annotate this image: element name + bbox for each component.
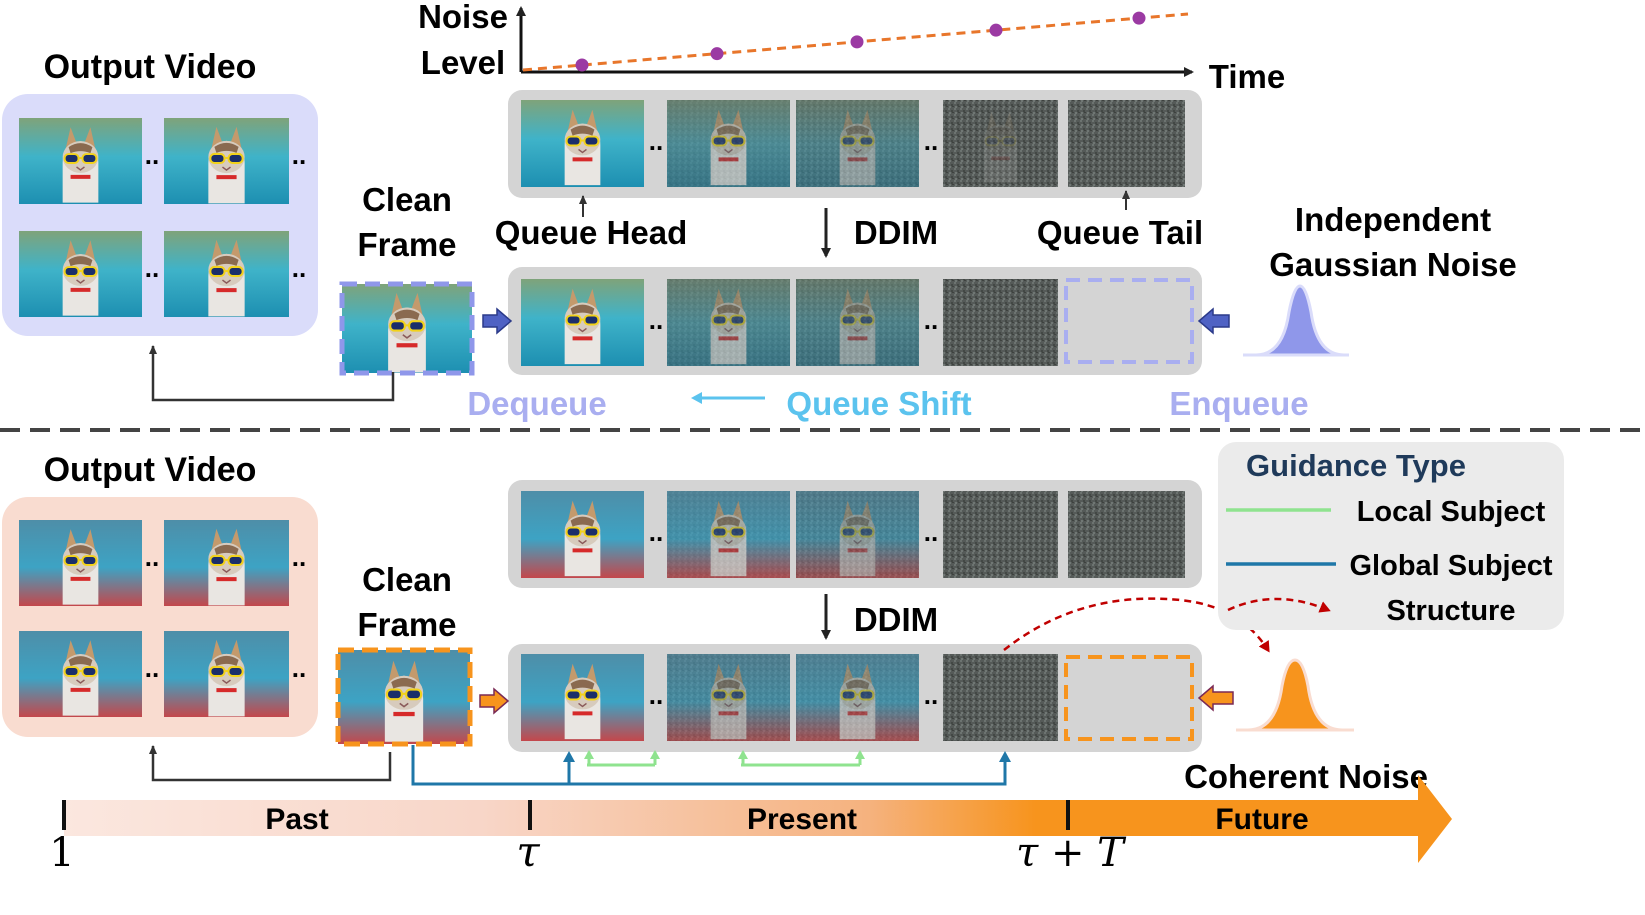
ellipsis: ..	[292, 542, 306, 572]
queue-tail-label: Queue Tail	[1037, 214, 1203, 251]
ellipsis: ..	[292, 140, 306, 170]
queue-frames-top-after	[521, 279, 1058, 366]
clean-frame-label-bottom-1: Clean	[362, 561, 452, 598]
noise-level-point	[1132, 11, 1146, 25]
output-video-title-bottom: Output Video	[44, 451, 257, 489]
global-subject-guidance	[411, 745, 1011, 786]
ellipsis: ..	[649, 305, 663, 335]
output-video-title-top: Output Video	[44, 48, 257, 86]
ellipsis: ..	[145, 653, 159, 683]
indep-noise-label-1: Independent	[1295, 201, 1491, 238]
legend-local-label: Local Subject	[1357, 496, 1546, 528]
ellipsis: ..	[145, 140, 159, 170]
enqueue-arrow-top	[1197, 307, 1230, 335]
ellipsis: ..	[292, 253, 306, 283]
output-loop-arrow-bottom	[149, 745, 392, 782]
timeline-future-label: Future	[1215, 803, 1308, 836]
enqueue-arrow-bottom	[1197, 684, 1234, 712]
empty-slot-top	[1064, 278, 1194, 364]
noise-level-point	[710, 47, 724, 61]
noise-level-point	[989, 23, 1003, 37]
queue-frames-bottom-after	[521, 654, 1058, 741]
clean-frame-label-top-2: Frame	[357, 226, 456, 263]
ddim-label-top: DDIM	[854, 214, 938, 251]
coherent-noise-curve-icon	[1247, 658, 1343, 732]
ellipsis: ..	[924, 517, 938, 547]
ellipsis: ..	[924, 680, 938, 710]
legend-structure-swatch	[1227, 597, 1331, 613]
output-video-frames-top	[19, 118, 289, 317]
legend-structure-label: Structure	[1387, 595, 1516, 627]
local-subject-guidance	[584, 750, 865, 767]
legend-global-label: Global Subject	[1349, 550, 1552, 582]
ellipsis: ..	[649, 680, 663, 710]
tick-label-tau: τ	[516, 827, 540, 876]
queue-frames-top-before	[521, 100, 1185, 187]
timeline-arrow	[64, 775, 1452, 863]
noise-level-plot	[516, 6, 1194, 77]
clean-frame-label-bottom-2: Frame	[357, 606, 456, 643]
tick-label-1: 1	[49, 830, 74, 876]
noise-level-points	[575, 11, 1146, 72]
empty-slot-bottom	[1064, 655, 1194, 741]
output-video-frames-bottom	[19, 520, 289, 717]
noise-level-point	[850, 35, 864, 49]
gaussian-curve-icon	[1255, 284, 1345, 357]
ellipsis: ..	[145, 253, 159, 283]
clean-frame-label-top-1: Clean	[362, 181, 452, 218]
ellipsis: ..	[924, 305, 938, 335]
output-loop-arrow-top	[149, 345, 395, 402]
noise-axis-label-2: Level	[421, 44, 505, 81]
queue-head-label: Queue Head	[495, 214, 688, 251]
timeline-past-label: Past	[265, 803, 328, 836]
ellipsis: ..	[292, 653, 306, 683]
timeline-present-label: Present	[747, 803, 857, 836]
tick-label-tau-T: τ + T	[1016, 830, 1127, 876]
ellipsis: ..	[924, 126, 938, 156]
legend-title: Guidance Type	[1246, 448, 1466, 483]
ellipsis: ..	[649, 126, 663, 156]
ddim-label-bottom: DDIM	[854, 601, 938, 638]
ellipsis: ..	[649, 517, 663, 547]
time-axis-label: Time	[1209, 58, 1285, 95]
coherent-noise-label: Coherent Noise	[1184, 758, 1428, 795]
guidance-legend	[1218, 442, 1564, 630]
noise-level-point	[575, 58, 589, 72]
dequeue-arrow-bottom	[479, 687, 510, 715]
dequeue-label: Dequeue	[467, 385, 606, 422]
queue-frames-bottom-before	[521, 491, 1185, 578]
dequeue-arrow-top	[482, 307, 513, 335]
queue-shift-label: Queue Shift	[786, 385, 971, 422]
indep-noise-label-2: Gaussian Noise	[1269, 246, 1517, 283]
noise-axis-label-1: Noise	[418, 0, 508, 35]
enqueue-label: Enqueue	[1169, 385, 1308, 422]
ellipsis: ..	[145, 542, 159, 572]
